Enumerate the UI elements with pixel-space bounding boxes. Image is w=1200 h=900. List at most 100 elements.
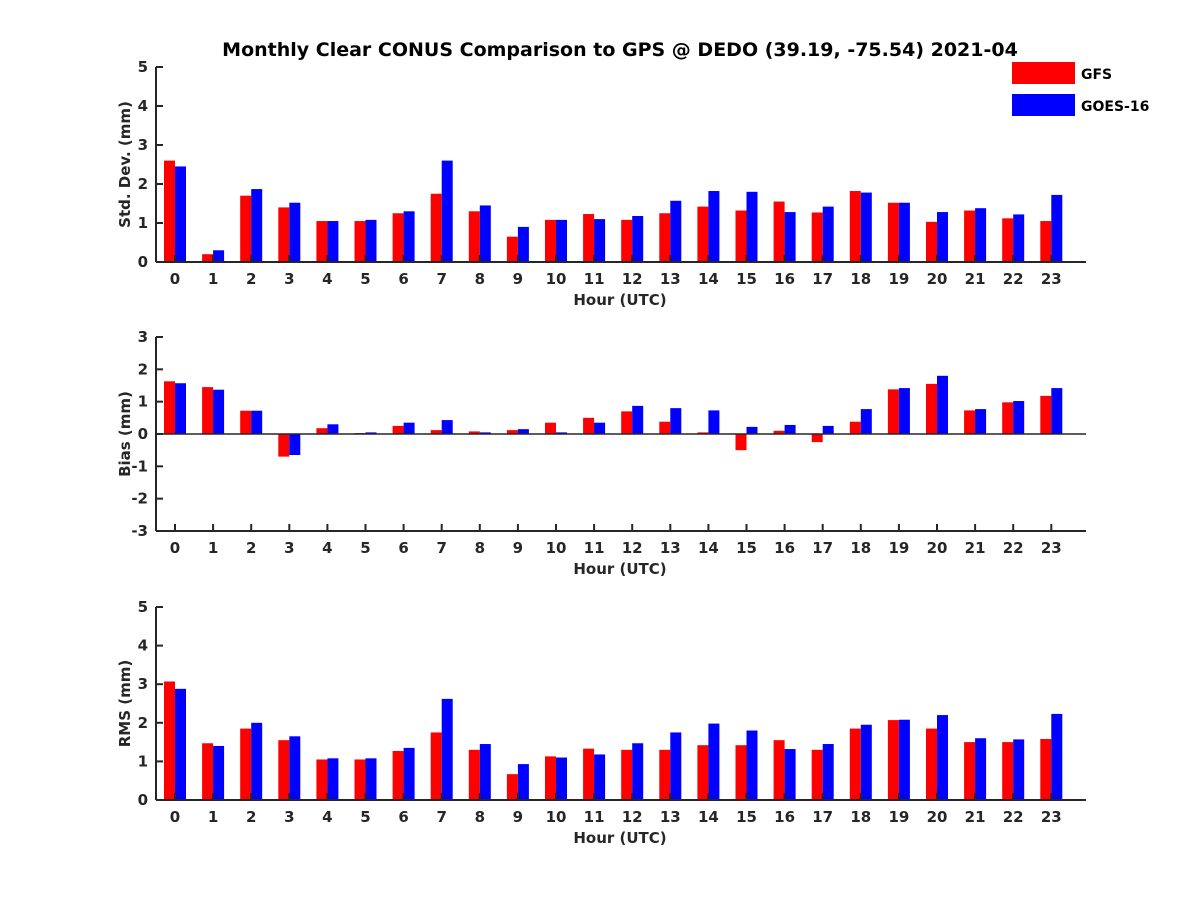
- x-tick-label: 12: [622, 270, 643, 288]
- x-tick-label: 7: [436, 808, 446, 826]
- legend-label-gfs: GFS: [1081, 67, 1112, 83]
- bar-gfs-hour-11: [583, 748, 595, 800]
- x-tick-label: 16: [774, 808, 795, 826]
- bar-gfs-hour-13: [659, 421, 671, 434]
- bar-gfs-hour-16: [773, 740, 785, 800]
- bar-goes16-hour-8: [479, 432, 491, 434]
- y-axis-label: Bias (mm): [116, 391, 134, 477]
- x-tick-label: 3: [284, 808, 294, 826]
- x-tick-label: 8: [475, 808, 485, 826]
- x-tick-label: 3: [284, 539, 294, 557]
- x-tick-label: 21: [965, 808, 986, 826]
- bar-gfs-hour-14: [697, 206, 709, 262]
- bar-goes16-hour-10: [556, 757, 567, 800]
- x-tick-label: 8: [475, 270, 485, 288]
- bar-gfs-hour-6: [392, 750, 404, 800]
- bar-gfs-hour-0: [164, 160, 175, 262]
- x-tick-label: 16: [774, 539, 795, 557]
- x-tick-label: 6: [398, 808, 408, 826]
- bar-gfs-hour-6: [392, 425, 404, 434]
- bar-gfs-hour-21: [964, 410, 976, 434]
- bar-goes16-hour-3: [289, 202, 301, 262]
- bar-gfs-hour-22: [1002, 742, 1014, 800]
- x-tick-label: 1: [208, 539, 218, 557]
- bar-goes16-hour-1: [213, 745, 225, 800]
- bar-gfs-hour-18: [849, 728, 861, 800]
- bar-goes16-hour-5: [365, 758, 377, 800]
- x-tick-label: 0: [170, 808, 180, 826]
- x-tick-label: 0: [170, 270, 180, 288]
- x-tick-label: 22: [1003, 808, 1024, 826]
- bar-gfs-hour-15: [735, 434, 747, 451]
- bar-goes16-hour-0: [175, 383, 186, 434]
- legend-swatch-goes16: [1012, 94, 1075, 116]
- y-tick-label: -2: [131, 490, 148, 508]
- bar-gfs-hour-23: [1040, 395, 1052, 434]
- bar-gfs-hour-18: [849, 421, 861, 434]
- bar-gfs-hour-13: [659, 749, 671, 800]
- bar-goes16-hour-19: [898, 388, 910, 434]
- bar-goes16-hour-6: [403, 211, 415, 262]
- bar-gfs-hour-0: [164, 381, 175, 434]
- bar-goes16-hour-17: [822, 744, 834, 800]
- x-tick-label: 6: [398, 539, 408, 557]
- bar-goes16-hour-4: [327, 221, 339, 262]
- x-tick-label: 8: [475, 539, 485, 557]
- y-tick-label: 2: [138, 360, 148, 378]
- x-tick-label: 23: [1041, 539, 1062, 557]
- bar-goes16-hour-21: [975, 738, 987, 800]
- bar-goes16-hour-2: [251, 189, 263, 262]
- legend: GFS GOES-16: [1012, 62, 1149, 116]
- bar-goes16-hour-11: [594, 219, 606, 262]
- bar-gfs-hour-19: [887, 202, 899, 262]
- bar-gfs-hour-0: [164, 681, 175, 800]
- bar-goes16-hour-0: [175, 688, 186, 800]
- x-tick-label: 13: [660, 270, 681, 288]
- bar-goes16-hour-18: [860, 724, 872, 800]
- y-tick-label: 3: [138, 328, 148, 346]
- bar-gfs-hour-17: [811, 434, 823, 443]
- x-tick-label: 19: [888, 808, 909, 826]
- y-tick-label: 4: [138, 637, 148, 655]
- bar-goes16-hour-6: [403, 747, 415, 800]
- x-tick-label: 9: [513, 808, 523, 826]
- x-tick-label: 5: [360, 808, 370, 826]
- bar-gfs-hour-19: [887, 389, 899, 434]
- y-tick-label: 2: [138, 175, 148, 193]
- x-tick-label: 12: [622, 808, 643, 826]
- bar-goes16-hour-6: [403, 422, 415, 434]
- bar-gfs-hour-11: [583, 417, 595, 434]
- x-tick-label: 14: [698, 808, 719, 826]
- x-tick-label: 20: [927, 808, 948, 826]
- x-axis-label: Hour (UTC): [573, 291, 666, 309]
- x-tick-label: 14: [698, 270, 719, 288]
- x-axis-label: Hour (UTC): [573, 829, 666, 847]
- bar-goes16-hour-2: [251, 410, 263, 434]
- bar-gfs-hour-21: [964, 210, 976, 262]
- y-tick-label: 2: [138, 714, 148, 732]
- bar-goes16-hour-5: [365, 219, 377, 262]
- bar-gfs-hour-20: [926, 383, 937, 434]
- bar-goes16-hour-9: [517, 429, 529, 434]
- bar-goes16-hour-9: [517, 226, 529, 262]
- x-tick-label: 18: [850, 270, 871, 288]
- bar-goes16-hour-23: [1051, 194, 1063, 262]
- x-tick-label: 17: [812, 270, 833, 288]
- bar-gfs-hour-17: [811, 749, 823, 800]
- bar-goes16-hour-21: [975, 208, 987, 262]
- bar-gfs-hour-8: [468, 431, 480, 434]
- bar-gfs-hour-7: [430, 430, 442, 434]
- bar-goes16-hour-2: [251, 722, 263, 800]
- x-tick-label: 17: [812, 539, 833, 557]
- y-tick-label: 3: [138, 675, 148, 693]
- legend-label-goes16: GOES-16: [1081, 99, 1149, 115]
- y-tick-label: 5: [138, 58, 148, 76]
- bar-gfs-hour-18: [849, 191, 861, 262]
- x-tick-label: 17: [812, 808, 833, 826]
- bar-gfs-hour-21: [964, 742, 976, 800]
- x-tick-label: 19: [888, 539, 909, 557]
- bar-goes16-hour-15: [746, 426, 758, 434]
- bar-gfs-hour-20: [926, 728, 937, 800]
- bar-gfs-hour-12: [621, 749, 633, 800]
- bar-gfs-hour-7: [430, 732, 442, 800]
